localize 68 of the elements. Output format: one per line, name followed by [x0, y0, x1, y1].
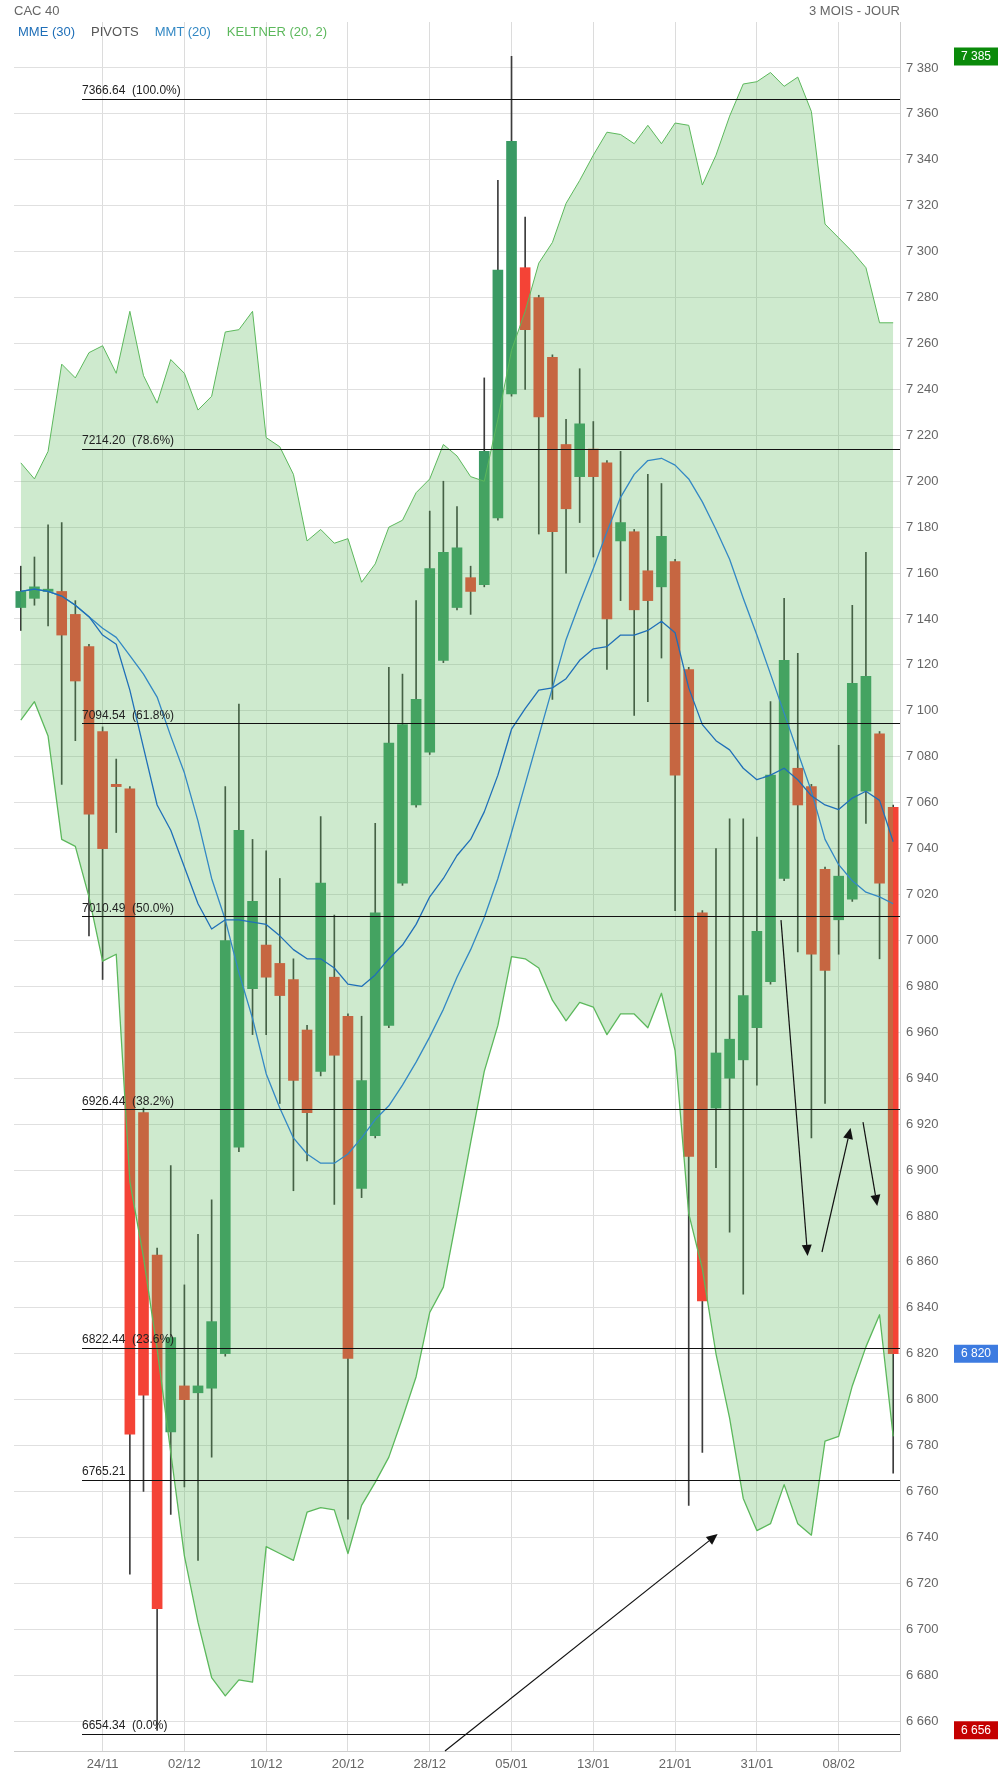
x-tick-label: 10/12	[249, 1756, 283, 1772]
y-tick-label: 6 780	[906, 1437, 939, 1453]
candlestick	[792, 653, 804, 953]
y-tick-label: 6 940	[906, 1069, 939, 1085]
y-tick-label: 7 160	[906, 564, 939, 580]
candlestick	[642, 474, 654, 702]
candlestick	[260, 850, 272, 1035]
candlestick	[56, 522, 68, 785]
y-tick-label: 6 680	[906, 1666, 939, 1682]
y-tick-label: 7 320	[906, 197, 939, 213]
y-tick-label: 7 060	[906, 794, 939, 810]
y-tick-label: 7 200	[906, 472, 939, 488]
candlestick	[274, 878, 286, 1104]
y-tick-label: 7 100	[906, 702, 939, 718]
y-tick-label: 7 180	[906, 518, 939, 534]
y-tick-label: 6 980	[906, 977, 939, 993]
y-tick-label: 7 000	[906, 932, 939, 948]
text: 6 820	[960, 1346, 992, 1361]
y-tick-label: 6 920	[906, 1115, 939, 1131]
y-tick-label: 7 360	[906, 105, 939, 121]
y-tick-label: 7 240	[906, 380, 939, 396]
text: 6 656	[960, 1722, 992, 1737]
ref-line-label: 7214.20 (78.6%)	[82, 432, 175, 447]
y-tick-label: 6 860	[906, 1253, 939, 1269]
y-tick-label: 7 120	[906, 656, 939, 672]
y-tick-label: 6 660	[906, 1712, 939, 1728]
y-tick-label: 6 960	[906, 1023, 939, 1039]
y-tick-label: 7 020	[906, 886, 939, 902]
y-tick-label: 6 900	[906, 1161, 939, 1177]
y-tick-label: 7 260	[906, 335, 939, 351]
y-tick-label: 7 380	[906, 59, 939, 75]
x-tick-label: 08/02	[822, 1756, 855, 1772]
annotation: PIVOTS	[91, 24, 139, 39]
x-tick-label: 31/01	[740, 1756, 774, 1772]
chart-subtitle: 3 MOIS - JOUR	[808, 3, 900, 19]
candlestick	[587, 421, 599, 558]
y-tick-label: 7 140	[906, 610, 939, 626]
y-tick-label: 7 300	[906, 243, 939, 259]
x-tick-label: 02/12	[168, 1756, 201, 1772]
x-tick-label: 28/12	[413, 1756, 447, 1772]
candlestick	[737, 818, 749, 1295]
y-tick-label: 6 720	[906, 1574, 939, 1590]
y-tick-label: 7 080	[906, 748, 939, 764]
y-tick-label: 6 760	[906, 1483, 939, 1499]
ref-line-label: 6765.21	[82, 1463, 126, 1478]
x-tick-label: 13/01	[577, 1756, 610, 1772]
y-tick-label: 7 280	[906, 289, 939, 305]
y-tick-label: 7 040	[906, 840, 939, 856]
text: 7 385	[960, 48, 992, 63]
chart-title: CAC 40	[14, 3, 60, 19]
x-tick-label: 24/11	[86, 1756, 119, 1772]
y-tick-label: 6 700	[906, 1620, 939, 1636]
candlestick	[110, 758, 122, 833]
candlestick	[710, 848, 722, 1169]
text: MME (30)	[18, 24, 76, 39]
x-tick-label: 20/12	[331, 1756, 365, 1772]
x-tick-label: 05/01	[495, 1756, 528, 1772]
y-tick-label: 7 340	[906, 151, 939, 167]
x-tick-label: 21/01	[658, 1756, 692, 1772]
y-tick-label: 6 740	[906, 1529, 939, 1545]
y-tick-label: 6 820	[906, 1345, 939, 1361]
y-tick-label: 6 800	[906, 1391, 939, 1407]
text: KELTNER (20, 2)	[226, 24, 328, 39]
y-tick-label: 7 220	[906, 426, 939, 442]
y-tick-label: 6 840	[906, 1299, 939, 1315]
text: MMT (20)	[154, 24, 211, 39]
ref-line-label: 7366.64 (100.0%)	[82, 82, 181, 97]
y-tick-label: 6 880	[906, 1207, 939, 1223]
